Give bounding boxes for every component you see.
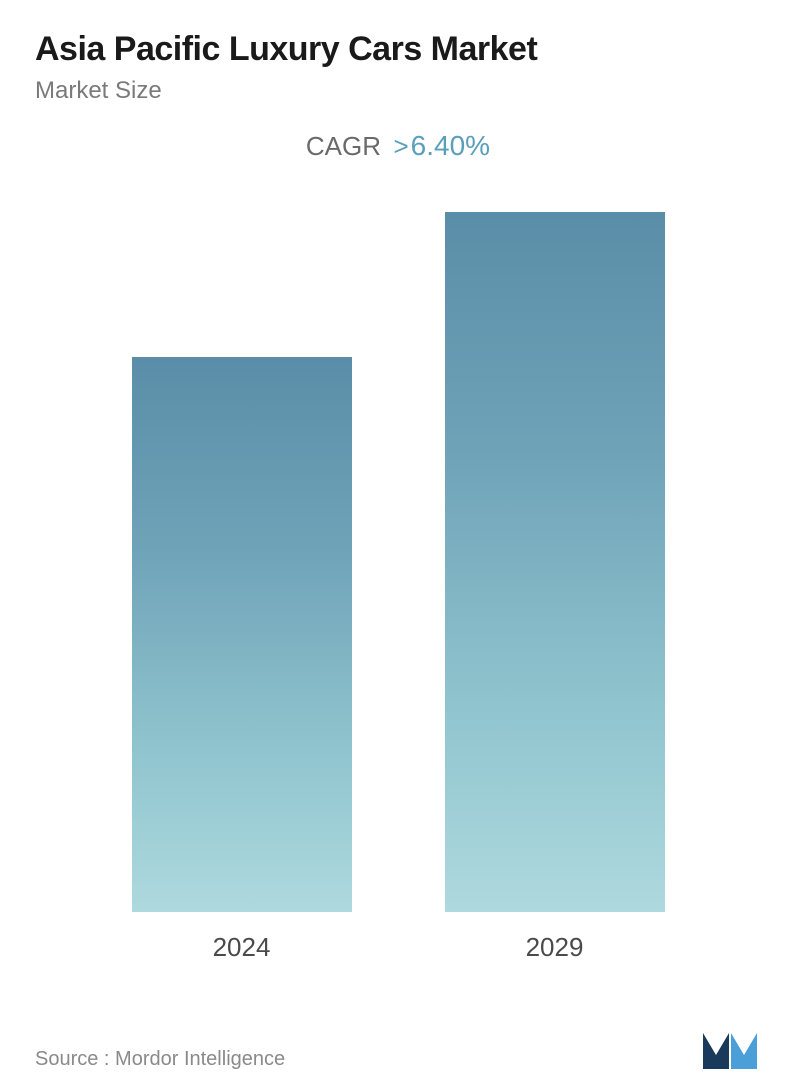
bar-group-0: 2024: [132, 357, 352, 963]
chart-subtitle: Market Size: [35, 77, 761, 105]
bar-label-0: 2024: [213, 932, 271, 963]
bar-1: [445, 212, 665, 912]
chart-title: Asia Pacific Luxury Cars Market: [35, 30, 761, 69]
cagr-operator: >: [393, 131, 408, 161]
bar-label-1: 2029: [526, 932, 584, 963]
cagr-value: 6.40%: [411, 130, 490, 161]
mordor-logo-icon: [701, 1023, 761, 1071]
source-text: Source : Mordor Intelligence: [35, 1048, 285, 1071]
chart-area: 2024 2029: [35, 212, 761, 963]
bar-group-1: 2029: [445, 212, 665, 963]
cagr-label: CAGR: [306, 131, 381, 161]
cagr-container: CAGR >6.40%: [35, 130, 761, 162]
chart-footer: Source : Mordor Intelligence: [35, 1008, 761, 1071]
bar-0: [132, 357, 352, 912]
